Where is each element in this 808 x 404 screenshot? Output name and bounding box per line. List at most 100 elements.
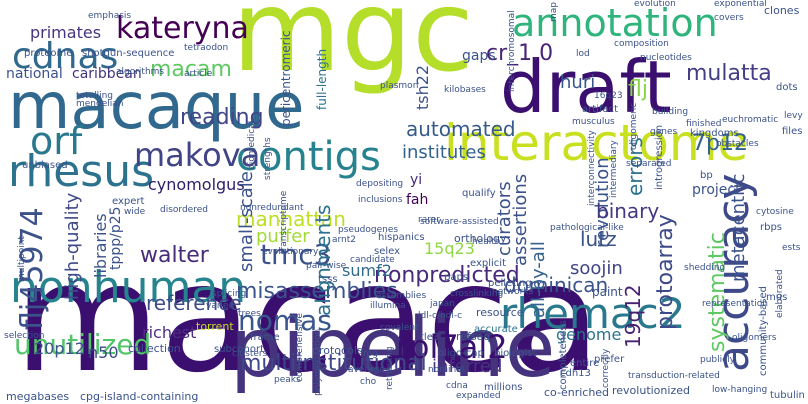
word-expert: expert: [112, 196, 145, 207]
word-caribbean: caribbean: [72, 66, 142, 82]
word-makova: makova: [134, 136, 260, 174]
word-subcohort: subcohort: [214, 344, 264, 355]
word-cdna: cdna: [446, 381, 468, 391]
word-map: map: [549, 2, 559, 22]
word-annotation: annotation: [512, 1, 718, 45]
word-varied: varied: [206, 301, 234, 311]
word-transduction-related: transduction-related: [628, 371, 720, 381]
word-composition: composition: [614, 39, 669, 49]
word-nominal: nominal: [428, 365, 464, 375]
word-rarer: rarer: [418, 215, 440, 225]
word-16q23: 16q23: [594, 91, 623, 101]
word-tetraodon: tetraodon: [184, 43, 228, 53]
word-biologist: biologist: [494, 348, 536, 359]
word-alignments: alignments: [311, 205, 335, 316]
word-obstacles: obstacles: [716, 139, 759, 149]
word-nonredundant: nonredundant: [240, 203, 304, 213]
word-collection: collection: [128, 342, 181, 355]
word-separated: separated: [626, 159, 671, 169]
word-tsss: tsss: [318, 274, 338, 285]
word-macaque: macaque: [8, 70, 305, 144]
word-average: average: [348, 365, 385, 375]
word-shotgun-sequence: shotgun-sequence: [82, 48, 174, 59]
word-automated: automated: [406, 117, 516, 141]
word-reference: reference: [146, 291, 242, 315]
word-low-hanging: low-hanging: [712, 385, 767, 395]
word-musculus: musculus: [572, 117, 615, 127]
word-interconnectivity: interconnectivity: [587, 129, 597, 206]
word-exponential: exponential: [714, 0, 767, 9]
word-binary: binary: [596, 199, 659, 223]
word-biomedical: biomedical: [247, 121, 257, 170]
word-metacentric: metacentric: [728, 174, 749, 282]
word-refseq: refseq: [456, 330, 490, 343]
word-candidate: candidate: [350, 255, 395, 265]
word-inclusions: inclusions: [358, 195, 403, 205]
word-entire: entire: [570, 358, 599, 369]
word-pathological-like: pathological-like: [550, 223, 624, 233]
word-inferred: inferred: [432, 356, 502, 377]
word-revolutionized: revolutionized: [612, 384, 690, 397]
word-flj: flj: [628, 77, 648, 102]
word-torrent: torrent: [196, 320, 234, 333]
word-richest: richest: [142, 323, 196, 342]
word-mus: mus: [766, 292, 787, 303]
word-expanded: expanded: [456, 391, 501, 401]
word-cynomolgus: cynomolgus: [148, 175, 245, 194]
word-covalent: covalent: [380, 323, 419, 333]
word-mendelian: mendelian: [76, 99, 123, 109]
word-pelleting: pelleting: [488, 278, 532, 289]
word-representation: representation: [702, 299, 768, 309]
word-revolution: revolution: [592, 157, 613, 248]
word-cho: cho: [360, 377, 377, 387]
word-multipoint: multipoint: [17, 236, 27, 282]
word-huri: huri: [560, 72, 595, 93]
word-pseudogenes: pseudogenes: [338, 225, 398, 235]
word-n50: n50: [88, 343, 119, 362]
word-levy: levy: [784, 111, 803, 121]
word-gaps: gaps: [462, 48, 496, 64]
word-walter: walter: [140, 243, 210, 268]
word-comprehensive: comprehensive: [295, 313, 305, 382]
word-sumf2: sumf2: [342, 261, 392, 280]
word-article: article: [184, 69, 213, 79]
word-proteome: proteome: [24, 48, 72, 59]
word-cdnas: cdnas: [12, 36, 118, 77]
word-millions: millions: [484, 382, 523, 393]
word-rhemac2: rhemac2: [500, 289, 685, 338]
word-illumina: illumina: [370, 301, 406, 311]
word-lod: lod: [576, 49, 590, 59]
word-tubulin: tubulin: [770, 390, 805, 401]
word-assemblies: assemblies: [376, 291, 426, 301]
word-accuracy: accuracy: [708, 173, 759, 372]
word-protoarray: protoarray: [653, 214, 678, 330]
word-emphasis: emphasis: [88, 11, 131, 21]
word-unutilized: unutilized: [14, 328, 151, 361]
word-transcriptome: transcriptome: [279, 190, 289, 254]
word-clusters: clusters: [232, 349, 268, 359]
word-mulatta: mulatta: [686, 61, 772, 86]
word-peaks: peaks: [274, 375, 301, 385]
word-full-length: full-length: [315, 49, 329, 110]
word-manhattan: manhattan: [236, 207, 346, 231]
word-health: health: [472, 237, 501, 247]
word-cdh13: cdh13: [560, 368, 591, 379]
word-arnt2: arnt2: [332, 235, 356, 245]
word-hispanics: hispanics: [378, 232, 425, 243]
word-15q23: 15q23: [424, 239, 475, 258]
word-nonhuman: nonhuman: [10, 262, 246, 313]
word-libraries: libraries: [91, 213, 110, 278]
word-pair-wise: pair-wise: [306, 261, 347, 271]
word-polymerization: polymerization: [313, 329, 323, 396]
word-macaca: macaca: [14, 232, 601, 404]
word-tle3: tle3: [420, 332, 439, 343]
word-rbps: rbps: [760, 222, 782, 233]
word-small-scale: small-scale: [236, 171, 257, 272]
word-resource: resource: [476, 306, 524, 319]
word-yi: yi: [410, 172, 422, 188]
word-bp: bp: [700, 170, 713, 181]
word-strengths: strengths: [263, 137, 273, 180]
word-fah: fah: [406, 192, 428, 208]
word-totalling: totalling: [76, 91, 113, 101]
